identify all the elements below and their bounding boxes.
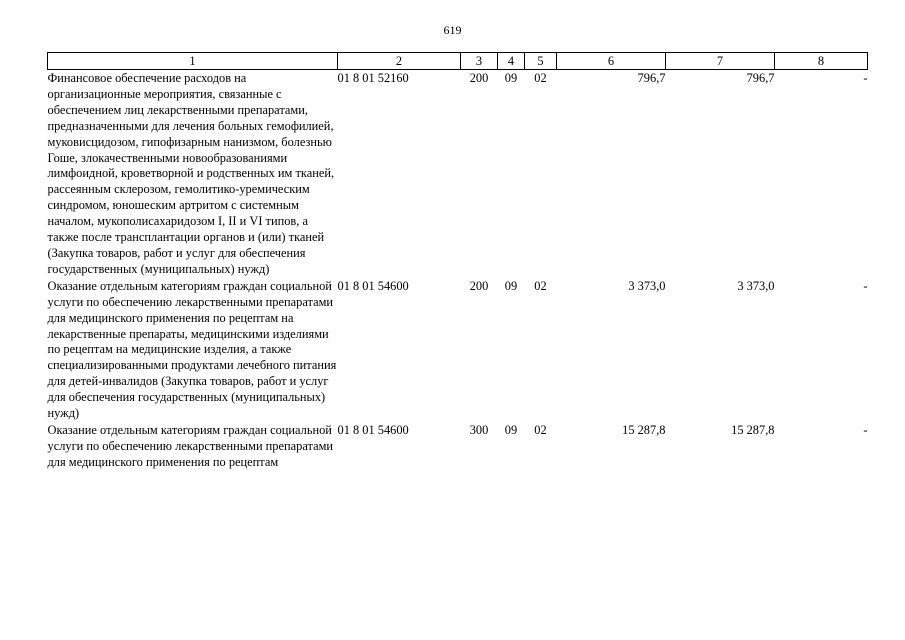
- row-col8: -: [863, 71, 868, 85]
- column-header-7: 7: [665, 52, 775, 70]
- row-name: Финансовое обеспечение расходов на орган…: [47, 71, 335, 276]
- column-header-6: 6: [556, 52, 666, 70]
- row-col3: 200: [469, 278, 489, 293]
- row-col4: 09: [504, 422, 518, 437]
- column-header-5: 5: [524, 52, 557, 70]
- column-header-8: 8: [774, 52, 868, 70]
- budget-table: 1 2 3 4 5 6 7 8 Финансовое обеспечение р…: [47, 52, 868, 471]
- row-col8: -: [863, 278, 868, 293]
- row-code: 01 8 01 52160: [337, 71, 409, 85]
- row-col6: 796,7: [637, 71, 666, 85]
- row-col8: -: [863, 422, 868, 437]
- row-code: 01 8 01 54600: [337, 422, 409, 437]
- column-header-2: 2: [337, 52, 461, 70]
- row-col7: 796,7: [746, 71, 775, 85]
- table-row: Финансовое обеспечение расходов на орган…: [48, 70, 868, 278]
- row-col6: 15 287,8: [622, 422, 666, 437]
- header-row: 1 2 3 4 5 6 7 8: [47, 52, 868, 70]
- row-col5: 02: [534, 422, 547, 437]
- row-name: Оказание отдельным категориям граждан со…: [47, 422, 334, 469]
- row-col7: 15 287,8: [731, 422, 775, 437]
- row-col3: 200: [469, 71, 489, 85]
- row-col5: 02: [534, 278, 547, 293]
- table-row: Оказание отдельным категориям граждан со…: [48, 278, 868, 422]
- table-row: Оказание отдельным категориям граждан со…: [48, 422, 868, 471]
- page-number: 619: [443, 23, 462, 37]
- row-col3: 300: [469, 422, 489, 437]
- row-name: Оказание отдельным категориям граждан со…: [47, 278, 337, 421]
- row-col4: 09: [504, 71, 518, 85]
- row-col5: 02: [534, 71, 547, 85]
- row-code: 01 8 01 54600: [337, 278, 409, 293]
- column-header-1: 1: [47, 52, 338, 70]
- column-header-3: 3: [460, 52, 498, 70]
- column-header-4: 4: [497, 52, 525, 70]
- row-col7: 3 373,0: [737, 278, 775, 293]
- row-col4: 09: [504, 278, 518, 293]
- row-col6: 3 373,0: [628, 278, 666, 293]
